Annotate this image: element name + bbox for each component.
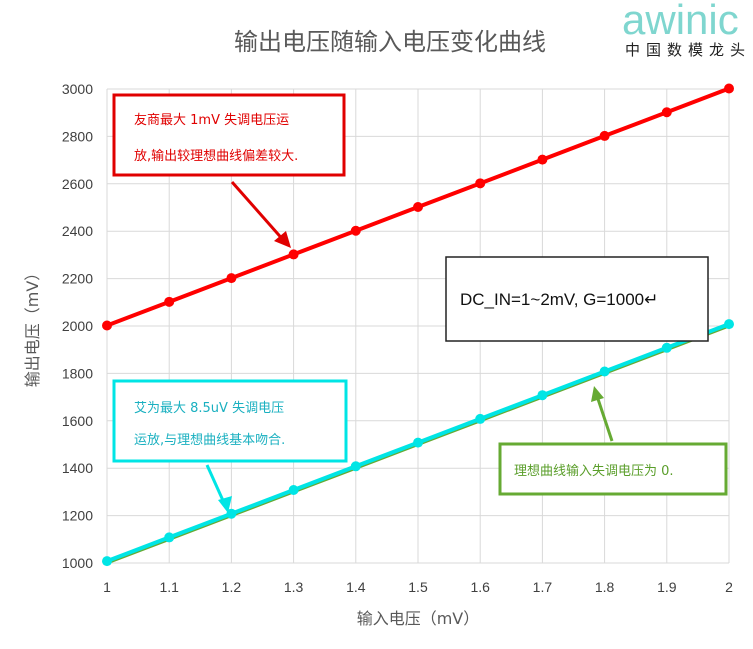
data-point (350, 461, 361, 472)
awinic-logo: awinic 中国数模龙头 (622, 0, 751, 59)
cyan-annotation: 艾为最大 8.5uV 失调电压 运放,与理想曲线基本吻合. (112, 379, 348, 513)
condition-annotation: DC_IN=1~2mV, G=1000↵ (445, 256, 709, 342)
cyan-arrow-head (218, 496, 232, 513)
y-tick-label: 2400 (62, 223, 93, 239)
y-tick-label: 1000 (62, 555, 93, 571)
data-point (661, 107, 672, 118)
data-point (599, 130, 610, 141)
red-annotation-box (112, 93, 346, 177)
y-tick-label: 2200 (62, 271, 93, 287)
condition-text: DC_IN=1~2mV, G=1000↵ (460, 290, 658, 309)
cyan-annotation-line1: 艾为最大 8.5uV 失调电压 (134, 401, 284, 416)
y-tick-labels: 1000 1200 1400 1600 1800 2000 2200 2400 2600 2800… (62, 81, 93, 571)
data-point (350, 225, 361, 236)
y-tick-label: 1200 (62, 508, 93, 524)
x-tick-label: 2 (725, 579, 733, 595)
data-point (288, 485, 299, 496)
data-point (226, 273, 237, 284)
green-annotation-text: 理想曲线输入失调电压为 0. (514, 463, 674, 479)
y-tick-label: 3000 (62, 81, 93, 97)
green-annotation: 理想曲线输入失调电压为 0. (498, 386, 728, 496)
data-point (413, 437, 423, 448)
x-tick-label: 1.2 (222, 579, 242, 595)
data-point (599, 366, 610, 377)
data-point (413, 202, 423, 213)
y-tick-label: 1400 (62, 460, 93, 476)
x-tick-label: 1.6 (470, 579, 490, 595)
x-axis-label: 输入电压（mV） (357, 609, 480, 628)
chart-title: 输出电压随输入电压变化曲线 (234, 28, 546, 56)
red-annotation-line2: 放,输出较理想曲线偏差较大. (134, 148, 298, 164)
cyan-annotation-box (112, 379, 348, 463)
red-annotation-arrow (230, 181, 287, 243)
x-tick-label: 1.5 (408, 579, 428, 595)
x-tick-label: 1.8 (595, 579, 615, 595)
x-tick-label: 1.9 (657, 579, 677, 595)
data-point (475, 178, 486, 189)
data-point (537, 154, 548, 165)
x-tick-label: 1.7 (533, 579, 553, 595)
data-point (164, 296, 175, 307)
red-annotation: 友商最大 1mV 失调电压运 放,输出较理想曲线偏差较大. (112, 93, 346, 248)
logo-name: awinic (622, 0, 739, 43)
y-tick-label: 2600 (62, 176, 93, 192)
logo-subtitle: 中国数模龙头 (625, 41, 751, 59)
condition-box (445, 256, 709, 342)
green-arrow-head (591, 386, 604, 402)
red-arrow-head (274, 231, 291, 248)
red-annotation-line1: 友商最大 1mV 失调电压运 (134, 112, 289, 128)
y-tick-label: 2000 (62, 318, 93, 334)
data-point (102, 556, 112, 567)
x-tick-label: 1.3 (284, 579, 304, 595)
x-tick-labels: 1 1.1 1.2 1.3 1.4 1.5 1.6 1.7 1.8 1.9 2 (103, 579, 733, 595)
data-point (724, 83, 734, 94)
cyan-annotation-arrow (205, 464, 227, 506)
y-tick-label: 1800 (62, 365, 93, 381)
y-tick-label: 2800 (62, 128, 93, 144)
x-tick-label: 1.1 (159, 579, 179, 595)
data-point (537, 390, 548, 401)
x-tick-label: 1.4 (346, 579, 366, 595)
data-point (288, 249, 299, 260)
data-point (102, 320, 112, 331)
data-point (475, 413, 486, 424)
y-tick-label: 1600 (62, 413, 93, 429)
data-point (724, 319, 734, 330)
green-annotation-box (498, 442, 728, 496)
data-point (164, 532, 175, 543)
cyan-annotation-line2: 运放,与理想曲线基本吻合. (134, 432, 285, 448)
series-lines (102, 83, 734, 567)
data-point (661, 342, 672, 353)
data-point (226, 508, 237, 519)
x-tick-label: 1 (103, 579, 111, 595)
green-annotation-arrow (595, 395, 614, 442)
y-axis-label: 输出电压（mV） (23, 265, 42, 388)
